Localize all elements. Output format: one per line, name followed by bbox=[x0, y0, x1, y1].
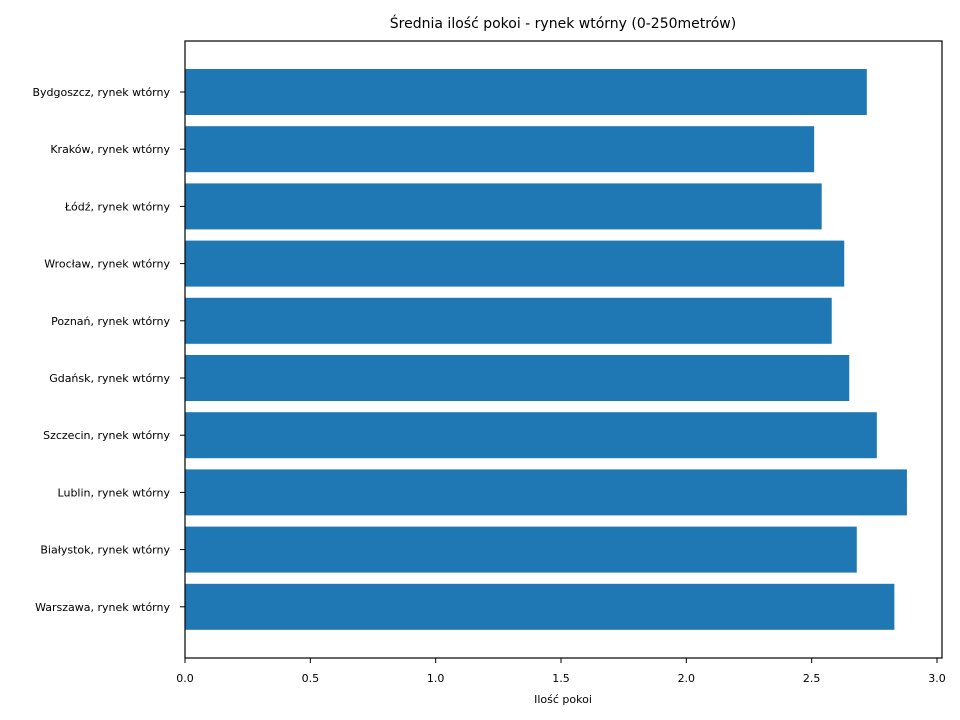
bar bbox=[185, 126, 815, 173]
bar bbox=[185, 355, 850, 401]
x-tick-label: 0.0 bbox=[176, 672, 194, 685]
bar bbox=[185, 526, 857, 573]
y-axis-ticks: Bydgoszcz, rynek wtórny Kraków, rynek wtó… bbox=[32, 86, 185, 614]
y-tick-label: Wrocław, rynek wtórny bbox=[44, 258, 170, 271]
y-tick-label: Bydgoszcz, rynek wtórny bbox=[32, 86, 170, 99]
y-tick-label: Gdańsk, rynek wtórny bbox=[49, 372, 170, 385]
y-tick-label: Szczecin, rynek wtórny bbox=[43, 429, 170, 442]
bar bbox=[185, 183, 822, 230]
x-tick-label: 1.0 bbox=[427, 672, 445, 685]
plot-frame bbox=[184, 40, 943, 659]
x-axis-ticks: 0.0 0.5 1.0 1.5 2.0 2.5 3.0 bbox=[176, 658, 946, 685]
chart-title: Średnia ilość pokoi - rynek wtórny (0-25… bbox=[390, 14, 736, 32]
bar bbox=[185, 240, 845, 287]
bar bbox=[185, 583, 895, 630]
x-tick-label: 1.5 bbox=[552, 672, 570, 685]
bar bbox=[185, 69, 867, 115]
y-tick-label: Lublin, rynek wtórny bbox=[58, 486, 171, 499]
x-tick-label: 0.5 bbox=[302, 672, 320, 685]
x-tick-label: 3.0 bbox=[928, 672, 946, 685]
y-tick-label: Łódź, rynek wtórny bbox=[64, 200, 171, 213]
bar bbox=[185, 469, 907, 516]
x-tick-label: 2.5 bbox=[803, 672, 821, 685]
y-tick-label: Warszawa, rynek wtórny bbox=[35, 601, 170, 614]
y-tick-label: Kraków, rynek wtórny bbox=[50, 143, 170, 156]
bars-group bbox=[185, 69, 907, 630]
x-tick-label: 2.0 bbox=[678, 672, 696, 685]
y-tick-label: Poznań, rynek wtórny bbox=[51, 315, 170, 328]
bar bbox=[185, 412, 877, 459]
x-axis-label: Ilość pokoi bbox=[534, 693, 592, 706]
y-tick-label: Białystok, rynek wtórny bbox=[40, 544, 170, 557]
bar bbox=[185, 297, 832, 344]
